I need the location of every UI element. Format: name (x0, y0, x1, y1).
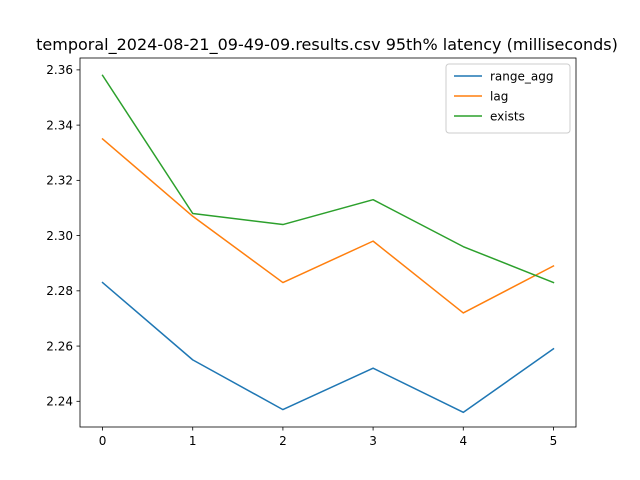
x-tick-label: 2 (279, 434, 287, 448)
series-line-exists (101, 74, 555, 284)
x-tick-label: 3 (369, 434, 377, 448)
x-tick-label: 5 (550, 434, 558, 448)
y-tick-label: 2.36 (46, 63, 73, 77)
y-tick-label: 2.24 (46, 395, 73, 409)
legend-label-exists: exists (490, 109, 525, 123)
series-line-range_agg (101, 281, 555, 414)
x-tick-label: 4 (459, 434, 467, 448)
chart-title: temporal_2024-08-21_09-49-09.results.csv… (36, 35, 618, 55)
y-tick-label: 2.28 (46, 284, 73, 298)
x-tick-label: 1 (189, 434, 197, 448)
y-tick-label: 2.32 (46, 174, 73, 188)
plot-frame (79, 57, 577, 428)
x-tick-label: 0 (99, 434, 107, 448)
y-tick-label: 2.30 (46, 229, 73, 243)
series-line-lag (101, 137, 555, 314)
y-tick-label: 2.34 (46, 118, 73, 132)
series-layer (101, 74, 555, 414)
axes: 0 1 2 3 4 5 2.24 2.26 2.28 2.30 2.32 2.34 2.36 (46, 57, 577, 448)
legend-label-range_agg: range_agg (490, 69, 553, 83)
y-tick-label: 2.26 (46, 339, 73, 353)
legend-label-lag: lag (490, 89, 508, 103)
